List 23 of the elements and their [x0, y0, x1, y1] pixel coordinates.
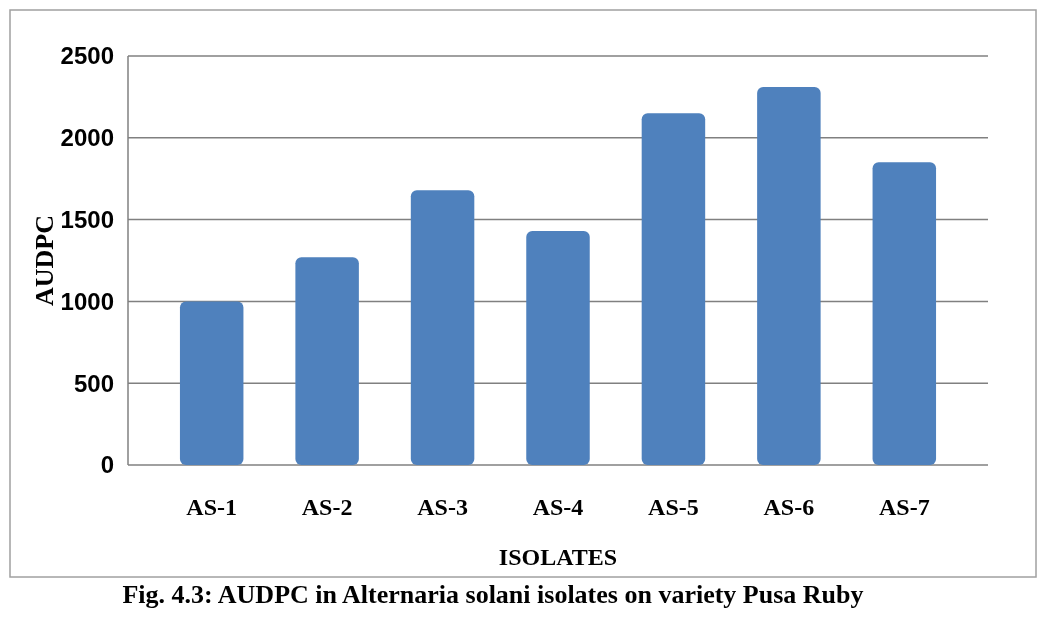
- y-tick-label: 2000: [60, 124, 114, 152]
- bar: [757, 87, 821, 465]
- bar: [526, 231, 590, 465]
- x-axis-title: ISOLATES: [498, 544, 618, 570]
- x-tick-label: AS-2: [301, 494, 353, 520]
- bar: [179, 301, 244, 465]
- x-tick-label: AS-4: [532, 494, 584, 520]
- x-tick-label: AS-5: [648, 494, 699, 520]
- y-tick-label: 2500: [60, 42, 114, 70]
- text: Fig. 4.3: AUDPC in Alternaria solani isolates on variety Pusa Ruby: [122, 580, 864, 609]
- y-tick-label: 1000: [60, 287, 114, 315]
- x-tick-label: AS-6: [763, 494, 815, 520]
- bar: [641, 113, 706, 465]
- y-tick-label: 500: [73, 369, 114, 397]
- x-tick-label: AS-3: [417, 494, 468, 520]
- y-axis-title: AUDPC: [30, 215, 59, 306]
- x-tick-label: AS-7: [878, 494, 930, 520]
- bar: [872, 162, 937, 465]
- bar: [295, 257, 359, 465]
- bar: [410, 190, 475, 465]
- x-tick-label: AS-1: [186, 494, 238, 520]
- y-tick-label: 1500: [60, 206, 114, 233]
- y-tick-label: 0: [100, 451, 114, 479]
